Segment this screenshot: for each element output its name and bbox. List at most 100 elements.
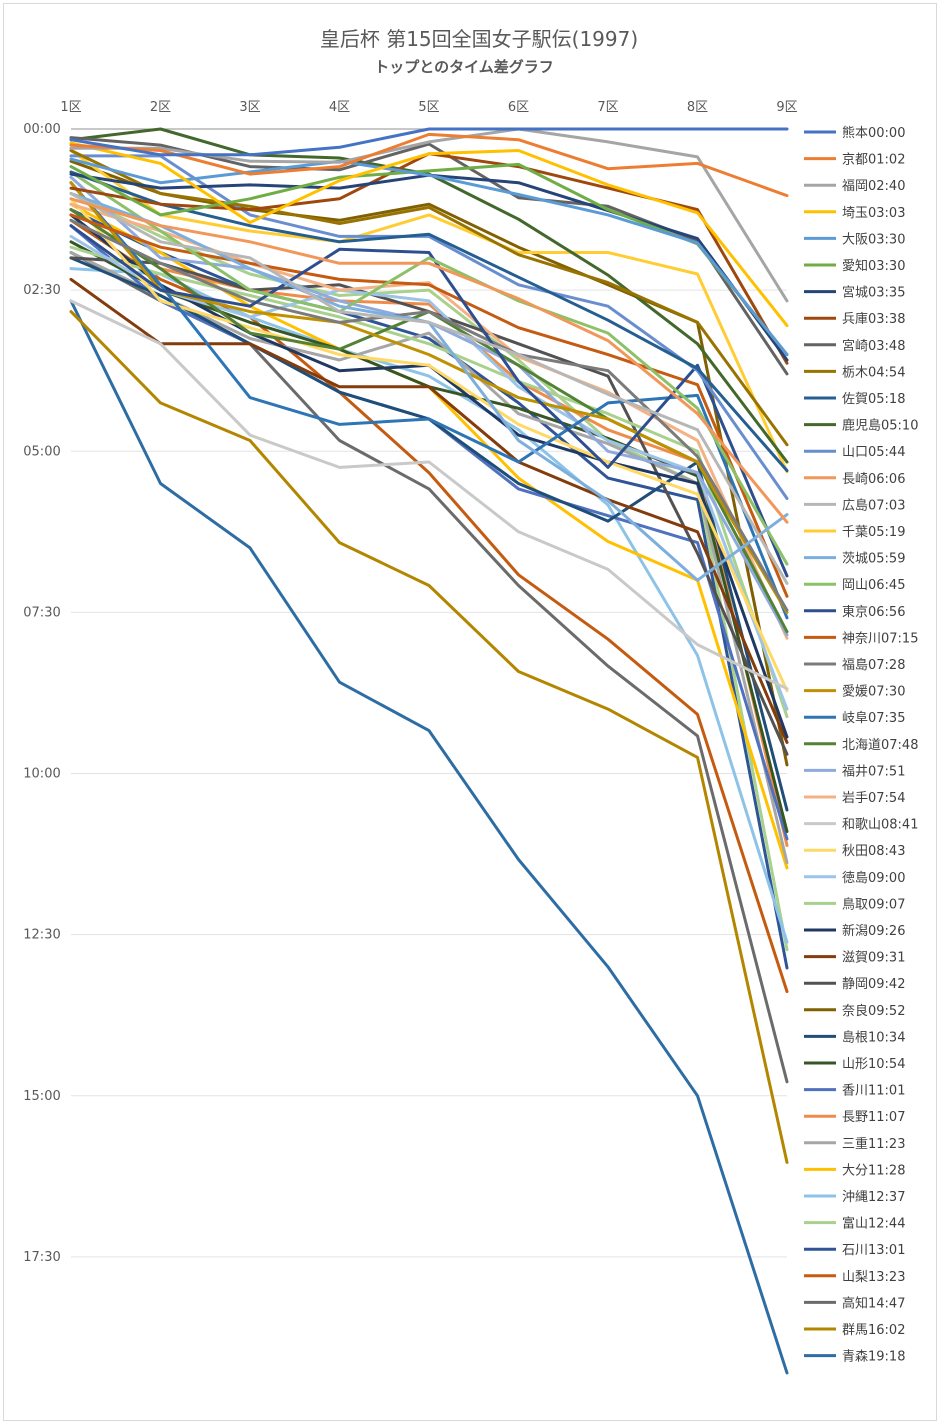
legend-label: 茨城05:59 bbox=[842, 552, 905, 567]
legend-label: 埼玉03:03 bbox=[842, 206, 905, 221]
series-line bbox=[69, 234, 789, 711]
series-line bbox=[69, 154, 789, 500]
y-axis: 00:00 02:30 05:00 07:30 10:00 12:30 15:00 17:30 bbox=[23, 122, 60, 1265]
series-lines bbox=[69, 127, 789, 1375]
legend: 熊本00:00 京都01:02 福岡02:40 埼玉03:03 大阪03:30 愛知03:… bbox=[804, 125, 918, 1365]
y-tick-label: 10:00 bbox=[23, 767, 60, 782]
legend-label: 東京06:56 bbox=[842, 604, 905, 620]
series-line bbox=[69, 192, 789, 585]
series-line bbox=[69, 141, 789, 328]
x-tick-label: 4区 bbox=[329, 100, 350, 115]
legend-label: 滋賀09:31 bbox=[842, 951, 905, 966]
x-tick-label: 6区 bbox=[508, 100, 529, 115]
series-line bbox=[69, 149, 789, 447]
legend-label: 群馬16:02 bbox=[842, 1323, 905, 1338]
series-line bbox=[69, 149, 789, 474]
series-line bbox=[69, 202, 789, 640]
legend-label: 千葉05:19 bbox=[842, 525, 905, 540]
y-tick-label: 02:30 bbox=[23, 283, 60, 298]
series-line bbox=[69, 277, 789, 744]
series-line bbox=[69, 245, 789, 719]
y-tick-label: 00:00 bbox=[23, 122, 60, 137]
y-tick-label: 07:30 bbox=[23, 605, 60, 620]
series-line bbox=[69, 299, 789, 1375]
legend-label: 福井07:51 bbox=[842, 764, 905, 779]
series-line bbox=[69, 218, 789, 612]
x-tick-label: 2区 bbox=[150, 100, 171, 115]
legend-label: 熊本00:00 bbox=[842, 125, 905, 141]
grid-lines bbox=[71, 128, 787, 1258]
y-tick-label: 12:30 bbox=[23, 928, 60, 943]
legend-label: 福島07:28 bbox=[842, 658, 905, 673]
legend-label: 新潟09:26 bbox=[842, 923, 905, 939]
series-line bbox=[69, 157, 789, 357]
series-line bbox=[69, 224, 789, 578]
series-line bbox=[69, 197, 789, 524]
legend-label: 鳥取09:07 bbox=[842, 897, 905, 912]
legend-label: 福岡02:40 bbox=[842, 179, 905, 194]
legend-label: 島根10:34 bbox=[842, 1030, 905, 1045]
series-line bbox=[69, 310, 789, 1164]
legend-label: 岡山06:45 bbox=[842, 578, 905, 593]
series-line bbox=[69, 127, 789, 157]
legend-label: 宮崎03:48 bbox=[842, 338, 905, 354]
series-line bbox=[69, 132, 789, 198]
legend-label: 長野11:07 bbox=[842, 1110, 905, 1125]
legend-label: 岐阜07:35 bbox=[842, 710, 905, 726]
chart-subtitle: トップとのタイム差グラフ bbox=[374, 58, 554, 76]
legend-label: 秋田08:43 bbox=[842, 844, 905, 859]
legend-label: 和歌山08:41 bbox=[842, 818, 918, 833]
legend-label: 山梨13:23 bbox=[842, 1270, 905, 1285]
legend-label: 長崎06:06 bbox=[842, 472, 905, 487]
legend-label: 石川13:01 bbox=[842, 1243, 905, 1258]
legend-label: 京都01:02 bbox=[842, 153, 905, 168]
legend-label: 愛媛07:30 bbox=[842, 685, 905, 700]
x-tick-label: 8区 bbox=[687, 100, 708, 115]
legend-label: 沖縄12:37 bbox=[842, 1190, 905, 1205]
legend-label: 大阪03:30 bbox=[842, 232, 905, 247]
series-line bbox=[69, 170, 789, 473]
legend-label: 富山12:44 bbox=[842, 1216, 905, 1232]
legend-label: 神奈川07:15 bbox=[842, 631, 918, 646]
x-tick-label: 9区 bbox=[776, 100, 797, 115]
legend-label: 宮城03:35 bbox=[842, 285, 905, 301]
series-line bbox=[69, 127, 789, 303]
legend-label: 栃木04:54 bbox=[842, 365, 905, 380]
legend-label: 奈良09:52 bbox=[842, 1003, 905, 1019]
series-line bbox=[69, 170, 789, 566]
legend-label: 佐賀05:18 bbox=[842, 392, 905, 407]
chart-frame: 皇后杯 第15回全国女子駅伝(1997) トップとのタイム差グラフ 00:00 0… bbox=[3, 3, 937, 1421]
x-tick-label: 3区 bbox=[239, 100, 260, 115]
legend-label: 兵庫03:38 bbox=[842, 312, 905, 327]
legend-label: 山口05:44 bbox=[842, 445, 905, 460]
x-tick-label: 1区 bbox=[60, 100, 81, 115]
x-axis: 1区 2区 3区 4区 5区 6区 7区 8区 9区 bbox=[60, 100, 797, 115]
series-line bbox=[69, 267, 789, 944]
line-chart: 皇后杯 第15回全国女子駅伝(1997) トップとのタイム差グラフ 00:000… bbox=[23, 27, 918, 1375]
series-line bbox=[69, 218, 789, 994]
legend-label: 香川11:01 bbox=[842, 1084, 905, 1099]
x-tick-label: 5区 bbox=[418, 100, 439, 115]
legend-label: 三重11:23 bbox=[842, 1136, 905, 1152]
y-tick-label: 17:30 bbox=[23, 1250, 60, 1265]
y-tick-label: 15:00 bbox=[23, 1089, 60, 1104]
series-line bbox=[69, 181, 789, 614]
legend-label: 北海道07:48 bbox=[842, 738, 918, 753]
y-tick-label: 05:00 bbox=[23, 444, 60, 459]
legend-label: 青森19:18 bbox=[842, 1350, 905, 1365]
legend-label: 広島07:03 bbox=[842, 498, 905, 513]
legend-label: 徳島09:00 bbox=[842, 871, 905, 886]
series-line bbox=[69, 197, 789, 693]
series-line bbox=[69, 299, 789, 691]
legend-label: 大分11:28 bbox=[842, 1163, 905, 1178]
legend-label: 高知14:47 bbox=[842, 1295, 905, 1311]
legend-label: 山形10:54 bbox=[842, 1057, 905, 1072]
series-line bbox=[69, 213, 789, 598]
series-line bbox=[69, 256, 789, 812]
x-tick-label: 7区 bbox=[597, 100, 618, 115]
legend-label: 鹿児島05:10 bbox=[842, 418, 918, 434]
chart-title: 皇后杯 第15回全国女子駅伝(1997) bbox=[320, 27, 638, 51]
legend-label: 愛知03:30 bbox=[842, 258, 905, 274]
legend-label: 静岡09:42 bbox=[842, 977, 905, 992]
legend-label: 岩手07:54 bbox=[842, 791, 905, 806]
